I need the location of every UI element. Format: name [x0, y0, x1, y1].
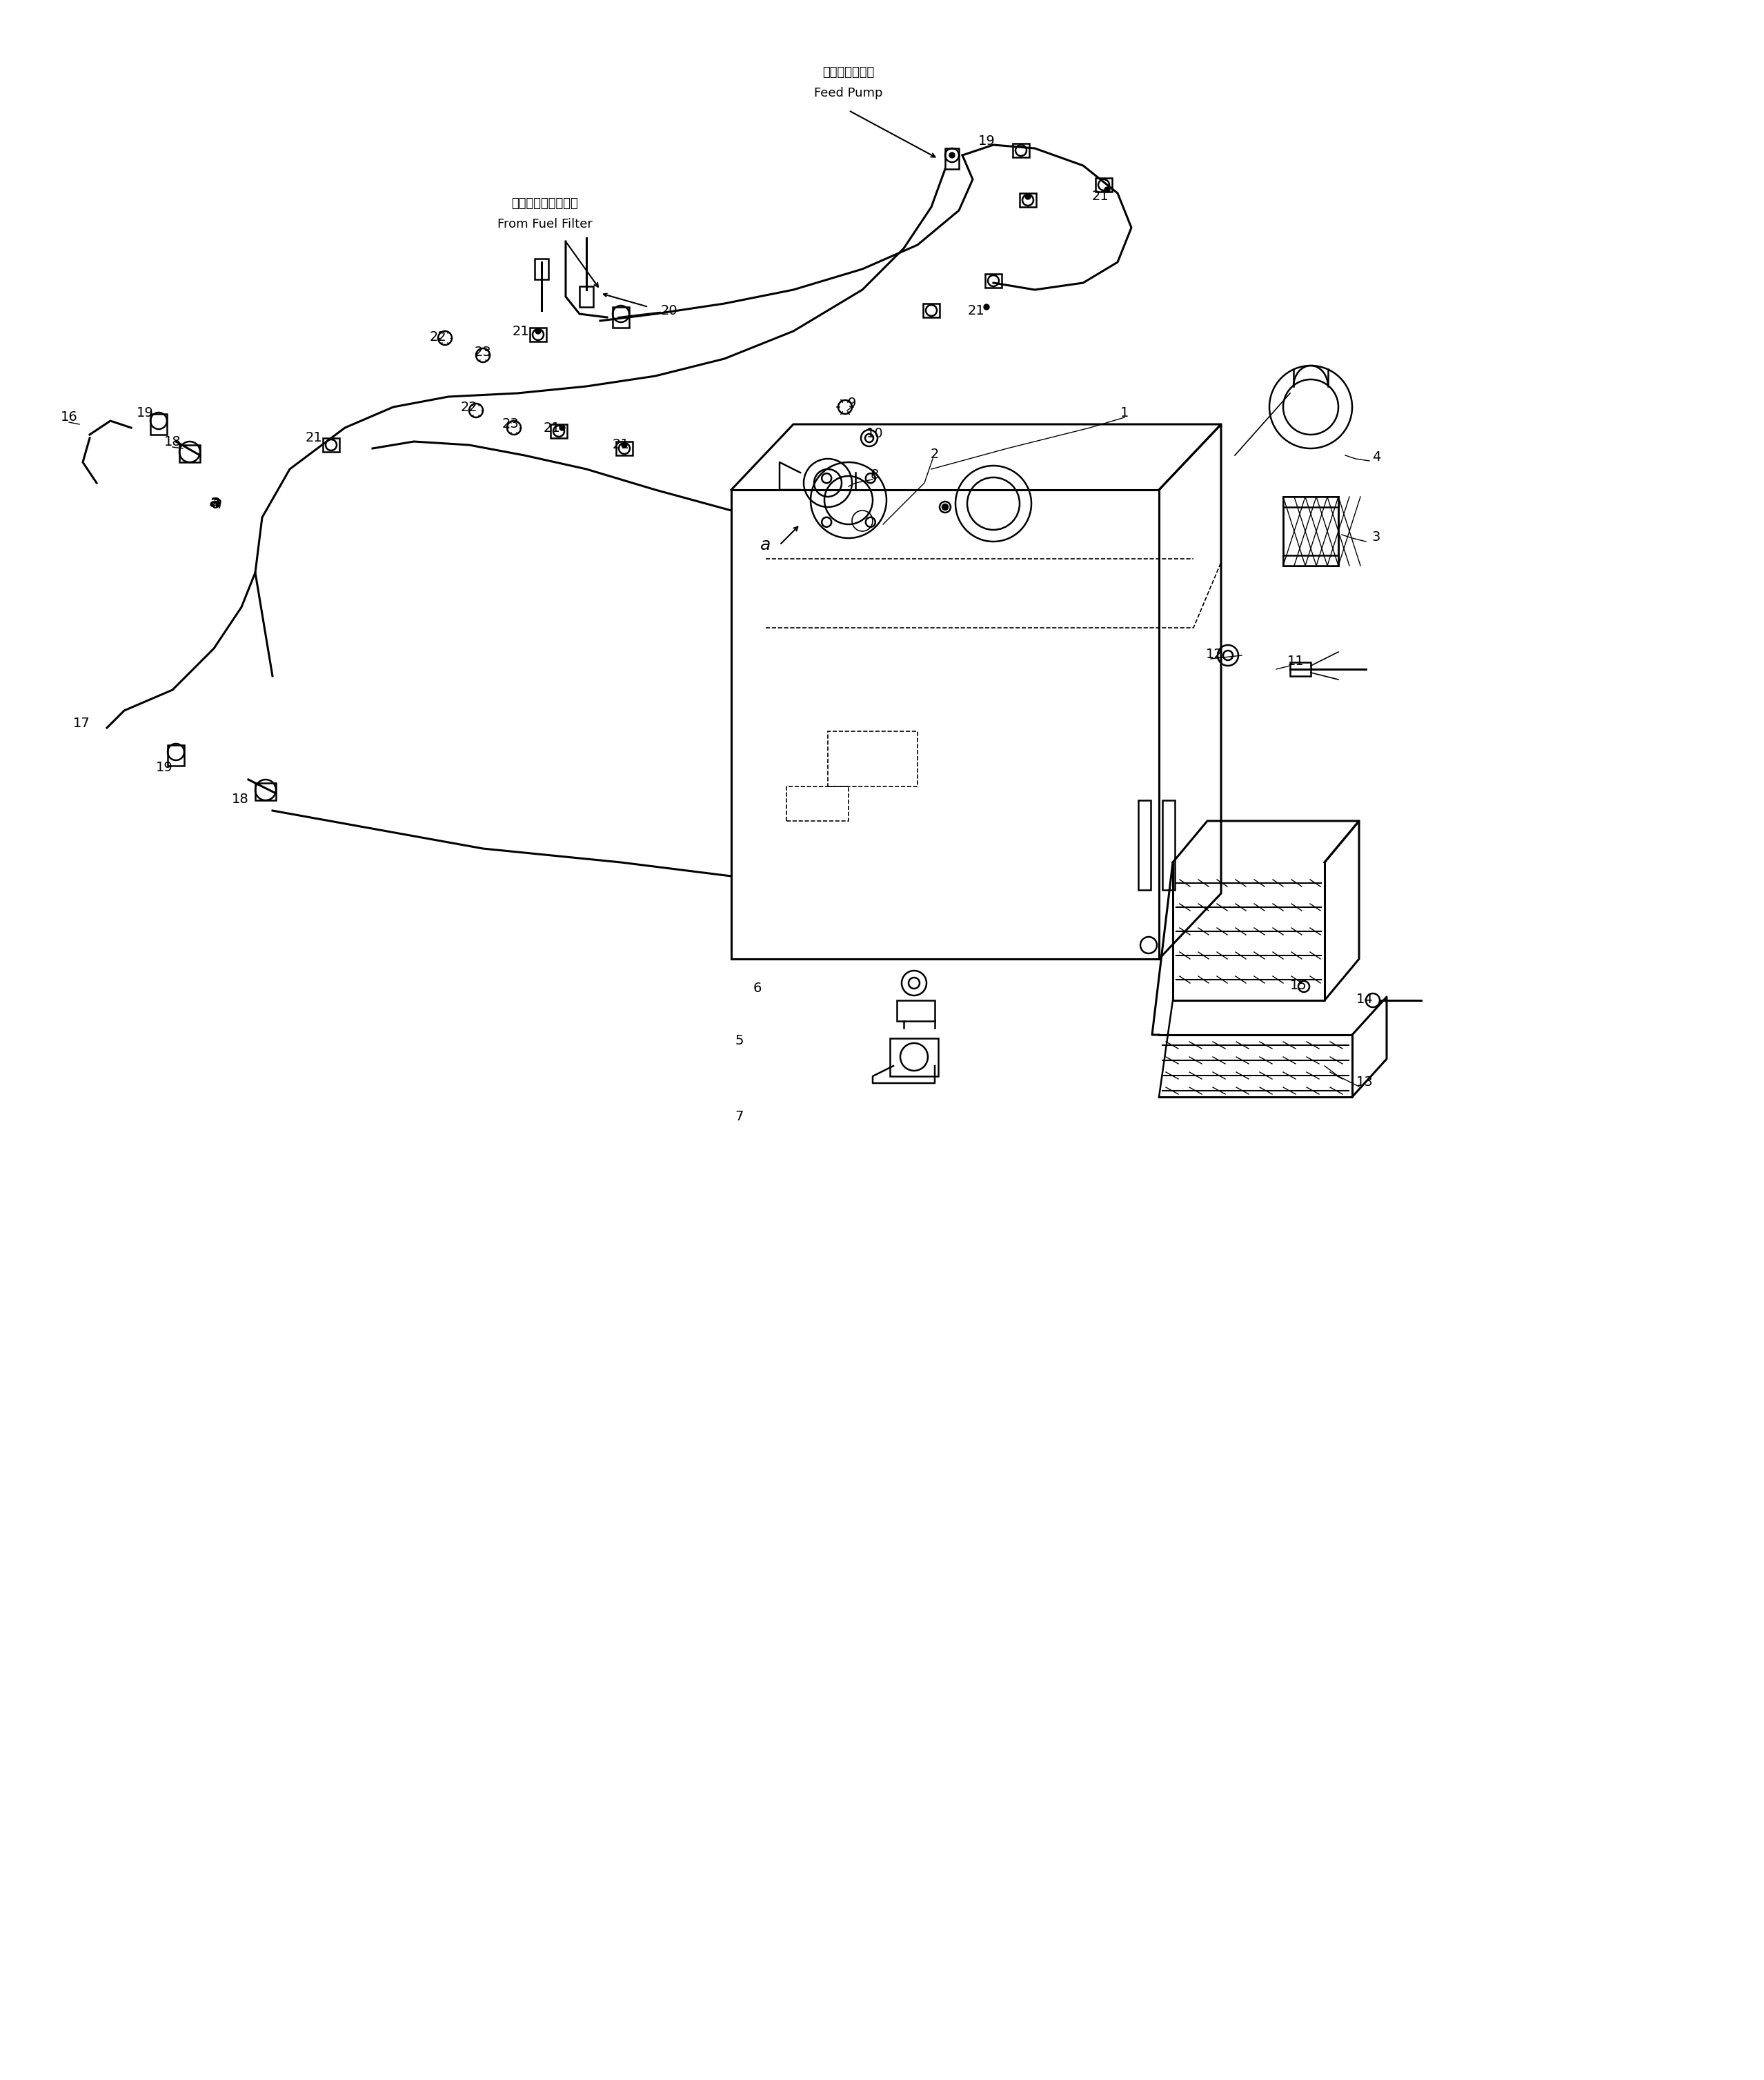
Bar — [1013, 144, 1028, 158]
Circle shape — [949, 152, 954, 158]
Text: 9: 9 — [848, 397, 856, 410]
Circle shape — [984, 304, 990, 310]
Text: 1: 1 — [1120, 406, 1129, 418]
Text: 10: 10 — [866, 426, 884, 439]
Text: 22: 22 — [429, 331, 446, 343]
Text: Feed Pump: Feed Pump — [815, 87, 882, 100]
Bar — [1282, 497, 1339, 566]
Text: 11: 11 — [1288, 655, 1304, 668]
Bar — [580, 287, 593, 308]
Bar — [827, 732, 917, 786]
Bar — [1095, 179, 1111, 191]
Text: 21: 21 — [512, 324, 529, 337]
Text: フィードポンプ: フィードポンプ — [822, 67, 875, 79]
Text: a: a — [212, 495, 222, 512]
Bar — [1282, 555, 1339, 566]
Bar — [1282, 497, 1339, 566]
Bar — [946, 148, 960, 168]
Text: 15: 15 — [1289, 978, 1307, 992]
Text: 19: 19 — [136, 406, 153, 418]
Text: 17: 17 — [72, 716, 90, 730]
Text: 22: 22 — [460, 401, 478, 414]
Text: 18: 18 — [164, 435, 182, 447]
Bar — [1020, 193, 1035, 208]
Bar — [896, 1000, 935, 1021]
Text: 23: 23 — [475, 345, 492, 358]
Text: 21: 21 — [543, 420, 561, 435]
Text: 2: 2 — [930, 447, 938, 460]
Bar — [616, 441, 633, 456]
Text: 19: 19 — [977, 135, 995, 148]
Text: 21: 21 — [1092, 189, 1110, 204]
Bar — [529, 329, 547, 341]
Circle shape — [1104, 187, 1110, 193]
Bar — [1289, 661, 1311, 676]
Bar — [984, 275, 1002, 287]
Text: 19: 19 — [155, 761, 173, 774]
Bar — [732, 489, 1159, 959]
Text: 5: 5 — [736, 1034, 744, 1046]
Bar — [323, 439, 339, 451]
Text: a: a — [210, 493, 220, 510]
Text: フエルフィルタから: フエルフィルタから — [512, 198, 579, 210]
Circle shape — [1025, 193, 1030, 200]
Bar — [168, 745, 183, 765]
Text: 12: 12 — [1205, 647, 1222, 661]
Circle shape — [534, 329, 542, 335]
Bar — [534, 258, 549, 279]
Text: 7: 7 — [736, 1109, 744, 1123]
Circle shape — [559, 424, 564, 431]
Text: 8: 8 — [870, 468, 878, 480]
Bar — [889, 1038, 938, 1075]
Text: 23: 23 — [503, 418, 519, 431]
Text: 16: 16 — [60, 412, 78, 424]
Bar — [1282, 497, 1339, 508]
Text: 21: 21 — [968, 304, 984, 316]
Text: From Fuel Filter: From Fuel Filter — [497, 218, 593, 231]
Bar — [550, 424, 566, 439]
Text: 21: 21 — [305, 431, 323, 445]
Bar — [256, 782, 275, 801]
Text: 4: 4 — [1372, 449, 1381, 464]
Bar — [787, 786, 848, 822]
Text: 13: 13 — [1357, 1075, 1372, 1088]
Text: 6: 6 — [753, 982, 762, 994]
Text: 3: 3 — [1372, 530, 1381, 543]
Text: 18: 18 — [231, 792, 249, 805]
Bar — [180, 445, 199, 462]
Text: 14: 14 — [1357, 992, 1372, 1005]
Text: 21: 21 — [612, 439, 630, 451]
Bar — [1138, 801, 1150, 890]
Bar — [923, 304, 940, 318]
Bar — [612, 308, 630, 329]
Circle shape — [621, 443, 626, 447]
Circle shape — [942, 503, 947, 510]
Text: a: a — [760, 537, 771, 553]
Bar — [150, 414, 168, 435]
Bar — [1162, 801, 1175, 890]
Text: 20: 20 — [662, 304, 677, 316]
